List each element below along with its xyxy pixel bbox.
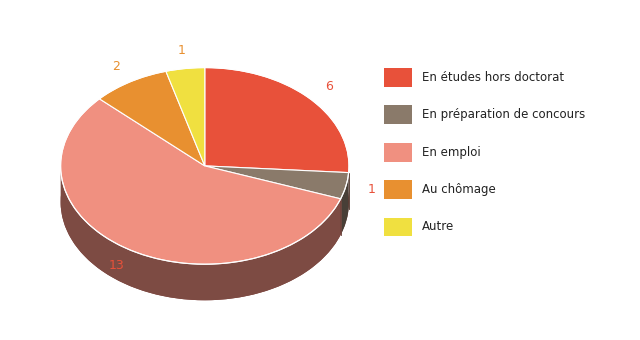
Text: En emploi: En emploi: [422, 146, 481, 159]
Polygon shape: [61, 168, 340, 300]
Text: En études hors doctorat: En études hors doctorat: [422, 71, 564, 84]
Text: 6: 6: [325, 80, 333, 93]
PathPatch shape: [99, 71, 205, 166]
Polygon shape: [340, 173, 349, 235]
Text: En préparation de concours: En préparation de concours: [422, 108, 586, 121]
PathPatch shape: [166, 68, 205, 166]
FancyBboxPatch shape: [384, 180, 412, 199]
Text: 1: 1: [178, 45, 186, 57]
Text: 1: 1: [367, 183, 375, 196]
Text: 13: 13: [109, 258, 124, 272]
Ellipse shape: [61, 104, 349, 300]
PathPatch shape: [205, 166, 349, 199]
FancyBboxPatch shape: [384, 68, 412, 87]
Text: 2: 2: [113, 60, 120, 73]
Text: Autre: Autre: [422, 220, 454, 234]
PathPatch shape: [205, 68, 349, 173]
FancyBboxPatch shape: [384, 218, 412, 236]
Text: Au chômage: Au chômage: [422, 183, 496, 196]
PathPatch shape: [61, 99, 340, 264]
FancyBboxPatch shape: [384, 143, 412, 161]
FancyBboxPatch shape: [384, 105, 412, 124]
